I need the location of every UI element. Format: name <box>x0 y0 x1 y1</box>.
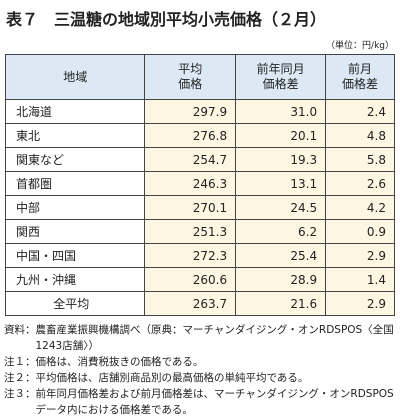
column-header: 前月 価格差 <box>325 54 395 100</box>
note: 資料： 農畜産業振興機構調べ（原典：マーチャンダイジング・オンRDSPOS〈全国1… <box>4 322 396 354</box>
title: 表７ 三温糖の地域別平均小売価格（２月） <box>6 10 327 29</box>
note-label: 注３： <box>4 388 36 400</box>
value-cell: 272.3 <box>144 243 237 268</box>
value-cell: 13.1 <box>235 171 327 196</box>
value-cell: 2.4 <box>325 99 395 124</box>
region-cell: 首都圏 <box>4 171 146 196</box>
table-row: 東北 276.8 20.1 4.8 <box>4 123 395 148</box>
value-cell: 2.9 <box>325 243 395 268</box>
value-cell: 4.8 <box>325 123 395 148</box>
region-cell: 東北 <box>4 123 146 148</box>
table-row: 北海道 297.9 31.0 2.4 <box>4 99 395 124</box>
value-cell: 276.8 <box>144 123 237 148</box>
column-header: 平均 価格 <box>144 54 237 100</box>
note: 注１： 価格は、消費税抜きの価格である。 <box>4 354 396 370</box>
unit: （単位：円/kg） <box>326 41 394 51</box>
value-cell: 24.5 <box>235 195 327 220</box>
region-cell: 関東など <box>4 147 146 172</box>
value-cell: 20.1 <box>235 123 327 148</box>
region-cell: 全平均 <box>4 291 146 316</box>
region-cell: 中部 <box>4 195 146 220</box>
note-text: 価格は、消費税抜きの価格である。 <box>35 356 204 368</box>
value-cell: 260.6 <box>144 267 237 292</box>
note-text: 農畜産業振興機構調べ（原典：マーチャンダイジング・オンRDSPOS〈全国1243… <box>35 324 394 352</box>
value-cell: 31.0 <box>235 99 327 124</box>
header-row: 地域 平均 価格 前年同月 価格差 前月 価格差 <box>4 54 395 100</box>
note-text: 平均価格は、店舗別商品別の最高価格の単純平均である。 <box>35 372 309 384</box>
table-row: 首都圏 246.3 13.1 2.6 <box>4 171 395 196</box>
price-table: 地域 平均 価格 前年同月 価格差 前月 価格差 北海道 297.9 31.0 2.4 東北 27… <box>4 54 395 316</box>
column-header: 前年同月 価格差 <box>235 54 327 100</box>
region-cell: 北海道 <box>4 99 146 124</box>
table-row: 関西 251.3 6.2 0.9 <box>4 219 395 244</box>
note: 注３： 前年同月価格差および前月価格差は、マーチャンダイジング・オンRDSPOSデ… <box>4 386 396 418</box>
value-cell: 254.7 <box>144 147 237 172</box>
region-cell: 中国・四国 <box>4 243 146 268</box>
note-label: 資料： <box>4 324 36 336</box>
table-row: 中部 270.1 24.5 4.2 <box>4 195 395 220</box>
value-cell: 297.9 <box>144 99 237 124</box>
value-cell: 21.6 <box>235 291 327 316</box>
note-label: 注１： <box>4 356 36 368</box>
value-cell: 19.3 <box>235 147 327 172</box>
value-cell: 5.8 <box>325 147 395 172</box>
value-cell: 246.3 <box>144 171 237 196</box>
value-cell: 28.9 <box>235 267 327 292</box>
value-cell: 251.3 <box>144 219 237 244</box>
region-cell: 関西 <box>4 219 146 244</box>
value-cell: 1.4 <box>325 267 395 292</box>
table-row: 全平均 263.7 21.6 2.9 <box>4 291 395 316</box>
value-cell: 263.7 <box>144 291 237 316</box>
note: 注２： 平均価格は、店舗別商品別の最高価格の単純平均である。 <box>4 370 396 386</box>
note-label: 注２： <box>4 372 36 384</box>
value-cell: 2.6 <box>325 171 395 196</box>
value-cell: 25.4 <box>235 243 327 268</box>
table-row: 中国・四国 272.3 25.4 2.9 <box>4 243 395 268</box>
value-cell: 6.2 <box>235 219 327 244</box>
notes: 資料： 農畜産業振興機構調べ（原典：マーチャンダイジング・オンRDSPOS〈全国1… <box>4 322 396 418</box>
column-header: 地域 <box>4 54 146 100</box>
value-cell: 2.9 <box>325 291 395 316</box>
table-row: 九州・沖縄 260.6 28.9 1.4 <box>4 267 395 292</box>
region-cell: 九州・沖縄 <box>4 267 146 292</box>
value-cell: 4.2 <box>325 195 395 220</box>
value-cell: 270.1 <box>144 195 237 220</box>
note-text: 前年同月価格差および前月価格差は、マーチャンダイジング・オンRDSPOSデータ内… <box>35 388 394 416</box>
table-row: 関東など 254.7 19.3 5.8 <box>4 147 395 172</box>
value-cell: 0.9 <box>325 219 395 244</box>
table-body: 北海道 297.9 31.0 2.4 東北 276.8 20.1 4.8 関東など 254.7 19… <box>4 99 395 316</box>
